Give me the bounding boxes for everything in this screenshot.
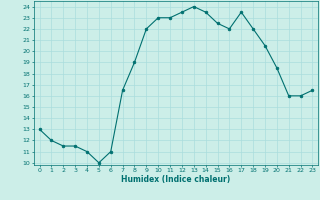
- X-axis label: Humidex (Indice chaleur): Humidex (Indice chaleur): [121, 175, 231, 184]
